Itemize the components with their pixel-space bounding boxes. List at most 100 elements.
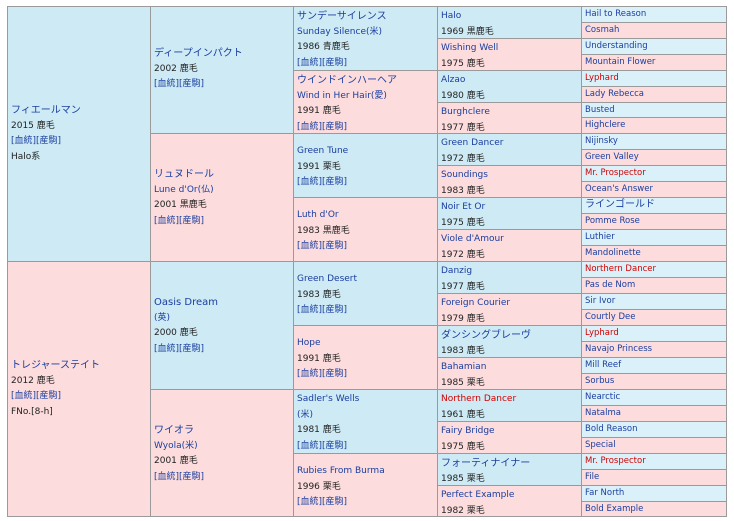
dam-name[interactable]: トレジャーステイト <box>11 360 100 371</box>
sire-links[interactable]: [血統][産駒] <box>11 136 62 146</box>
horse-links[interactable]: [血統][産駒] <box>297 177 348 187</box>
horse-name[interactable]: Pomme Rose <box>585 216 640 226</box>
gen5-horse: Mountain Flower <box>581 54 727 71</box>
horse-name[interactable]: Danzig <box>441 266 473 276</box>
horse-name[interactable]: Soundings <box>441 170 488 180</box>
gen3-horse: Sadler's Wells (米) 1981 鹿毛 [血統][産駒] <box>293 389 438 454</box>
horse-links[interactable]: [血統][産駒] <box>297 121 348 132</box>
horse-name[interactable]: ウインドインハーヘア <box>297 75 397 86</box>
horse-name[interactable]: Sir Ivor <box>585 296 616 306</box>
sire-name[interactable]: フィエールマン <box>11 105 81 116</box>
horse-links[interactable]: [血統][産駒] <box>154 79 205 89</box>
year-color: 1996 栗毛 <box>297 481 341 492</box>
horse-name[interactable]: Green Tune <box>297 146 349 156</box>
horse-name[interactable]: Mountain Flower <box>585 57 656 67</box>
horse-name[interactable]: Hope <box>297 338 321 348</box>
gen4-horse: Perfect Example 1982 栗毛 <box>437 485 582 517</box>
horse-name[interactable]: Wishing Well <box>441 43 499 53</box>
horse-name[interactable]: Viole d'Amour <box>441 234 504 244</box>
horse-origin[interactable]: Wyola(米) <box>154 440 198 451</box>
horse-name[interactable]: Bahamian <box>441 362 487 372</box>
dam-year-color: 2012 鹿毛 <box>11 375 55 386</box>
horse-name[interactable]: Halo <box>441 11 462 21</box>
horse-name[interactable]: Special <box>585 440 616 450</box>
horse-name[interactable]: Bold Reason <box>585 424 638 434</box>
horse-name[interactable]: File <box>585 472 600 482</box>
horse-name[interactable]: Green Valley <box>585 152 639 162</box>
horse-name[interactable]: Green Dancer <box>441 138 504 148</box>
horse-links[interactable]: [血統][産駒] <box>297 305 348 315</box>
horse-name[interactable]: Hail to Reason <box>585 9 647 19</box>
gen4-horse: Bahamian 1985 栗毛 <box>437 357 582 390</box>
gen5-horse: Mill Reef <box>581 357 727 374</box>
horse-name[interactable]: Natalma <box>585 408 621 418</box>
horse-name[interactable]: Courtly Dee <box>585 312 636 322</box>
horse-name[interactable]: Noir Et Or <box>441 202 486 212</box>
horse-origin[interactable]: Sunday Silence(米) <box>297 26 382 37</box>
horse-name-inbred[interactable]: Lyphard <box>585 73 619 83</box>
dam-links[interactable]: [血統][産駒] <box>11 391 62 401</box>
horse-name-inbred[interactable]: Lyphard <box>585 328 619 338</box>
horse-name[interactable]: Ocean's Answer <box>585 184 653 194</box>
horse-name[interactable]: フォーティナイナー <box>441 458 531 469</box>
gen5-horse: Bold Example <box>581 501 727 517</box>
horse-name[interactable]: ダンシングブレーヴ <box>441 330 531 341</box>
gen2-horse: ディープインパクト 2002 鹿毛 [血統][産駒] <box>150 6 294 134</box>
horse-links[interactable]: [血統][産駒] <box>297 497 348 507</box>
gen5-horse: Cosmah <box>581 22 727 39</box>
horse-name[interactable]: Mandolinette <box>585 248 641 258</box>
horse-links[interactable]: [血統][産駒] <box>154 215 205 226</box>
horse-name[interactable]: ワイオラ <box>154 425 194 436</box>
horse-name[interactable]: Nijinsky <box>585 136 618 146</box>
horse-links[interactable]: [血統][産駒] <box>297 440 348 451</box>
horse-name[interactable]: Nearctic <box>585 392 621 402</box>
horse-name-inbred[interactable]: Northern Dancer <box>441 394 517 404</box>
horse-name[interactable]: Bold Example <box>585 504 644 514</box>
horse-origin[interactable]: (米) <box>297 409 314 420</box>
horse-origin[interactable]: Wind in Her Hair(愛) <box>297 90 387 101</box>
horse-name[interactable]: サンデーサイレンス <box>297 11 387 22</box>
horse-name[interactable]: Lady Rebecca <box>585 89 645 99</box>
horse-name[interactable]: Mill Reef <box>585 360 622 370</box>
gen4-horse: Alzao 1980 鹿毛 <box>437 70 582 103</box>
horse-name[interactable]: Rubies From Burma <box>297 466 385 476</box>
horse-name[interactable]: Fairy Bridge <box>441 426 495 436</box>
gen5-horse: Nijinsky <box>581 133 727 150</box>
gen3-horse: Green Tune 1991 栗毛 [血統][産駒] <box>293 133 438 198</box>
horse-name[interactable]: Far North <box>585 488 625 498</box>
horse-name[interactable]: Green Desert <box>297 274 358 284</box>
horse-links[interactable]: [血統][産駒] <box>297 369 348 379</box>
horse-origin[interactable]: (英) <box>154 312 171 323</box>
horse-name[interactable]: Cosmah <box>585 25 620 35</box>
horse-name[interactable]: Perfect Example <box>441 490 515 500</box>
horse-name-inbred[interactable]: Northern Dancer <box>585 264 656 274</box>
gen4-horse: Northern Dancer 1961 鹿毛 <box>437 389 582 422</box>
horse-name-inbred[interactable]: Mr. Prospector <box>585 456 646 466</box>
horse-name[interactable]: Busted <box>585 105 615 115</box>
gen5-horse: Pomme Rose <box>581 213 727 230</box>
horse-name[interactable]: Navajo Princess <box>585 344 653 354</box>
horse-name[interactable]: Burghclere <box>441 107 490 117</box>
horse-name[interactable]: リュヌドール <box>154 169 214 180</box>
gen5-horse: Lyphard <box>581 70 727 87</box>
horse-name[interactable]: Foreign Courier <box>441 298 511 308</box>
horse-links[interactable]: [血統][産駒] <box>297 57 348 68</box>
year-color: 1979 鹿毛 <box>441 313 485 324</box>
horse-name[interactable]: Luth d'Or <box>297 210 339 220</box>
horse-name[interactable]: ディープインパクト <box>154 48 243 59</box>
horse-links[interactable]: [血統][産駒] <box>154 471 205 482</box>
horse-name[interactable]: Pas de Nom <box>585 280 636 290</box>
horse-links[interactable]: [血統][産駒] <box>297 241 348 251</box>
horse-name[interactable]: Sorbus <box>585 376 615 386</box>
horse-name[interactable]: Understanding <box>585 41 648 51</box>
horse-name[interactable]: Oasis Dream <box>154 297 218 308</box>
horse-name[interactable]: Alzao <box>441 75 466 85</box>
horse-name[interactable]: ラインゴールド <box>585 199 655 210</box>
horse-name-inbred[interactable]: Mr. Prospector <box>585 168 646 178</box>
gen5-horse: Sir Ivor <box>581 293 727 310</box>
horse-links[interactable]: [血統][産駒] <box>154 343 205 354</box>
horse-name[interactable]: Luthier <box>585 232 615 242</box>
horse-name[interactable]: Highclere <box>585 120 626 130</box>
horse-name[interactable]: Sadler's Wells <box>297 394 360 404</box>
horse-origin[interactable]: Lune d'Or(仏) <box>154 184 214 195</box>
